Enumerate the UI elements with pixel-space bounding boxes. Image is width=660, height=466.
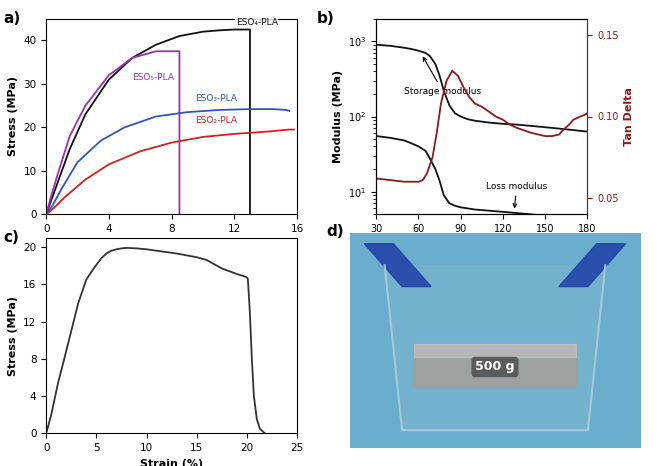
X-axis label: Strain (%): Strain (%): [140, 459, 203, 466]
Text: b): b): [317, 11, 335, 26]
Text: d): d): [327, 225, 345, 240]
Text: ESO₂-PLA: ESO₂-PLA: [195, 116, 237, 125]
Text: a): a): [3, 11, 21, 26]
X-axis label: Temperature (°C): Temperature (°C): [428, 240, 536, 250]
Polygon shape: [414, 344, 576, 357]
Text: ESO₃-PLA: ESO₃-PLA: [195, 95, 237, 103]
Text: ESO₄-PLA: ESO₄-PLA: [236, 18, 278, 27]
Text: 500 g: 500 g: [475, 361, 515, 373]
Polygon shape: [414, 344, 576, 387]
Y-axis label: Tan Delta: Tan Delta: [624, 87, 634, 146]
Polygon shape: [364, 244, 431, 287]
Y-axis label: Modulus (MPa): Modulus (MPa): [333, 70, 343, 163]
Y-axis label: Stress (MPa): Stress (MPa): [8, 76, 18, 157]
Text: Storage modulus: Storage modulus: [405, 57, 482, 96]
X-axis label: Strain (%): Strain (%): [140, 240, 203, 250]
Polygon shape: [385, 265, 605, 430]
Y-axis label: Stress (MPa): Stress (MPa): [8, 295, 18, 376]
Polygon shape: [414, 344, 576, 387]
Polygon shape: [559, 244, 626, 287]
Text: ESO₅-PLA: ESO₅-PLA: [133, 73, 174, 82]
Text: Loss modulus: Loss modulus: [486, 182, 547, 207]
Text: c): c): [3, 230, 19, 245]
